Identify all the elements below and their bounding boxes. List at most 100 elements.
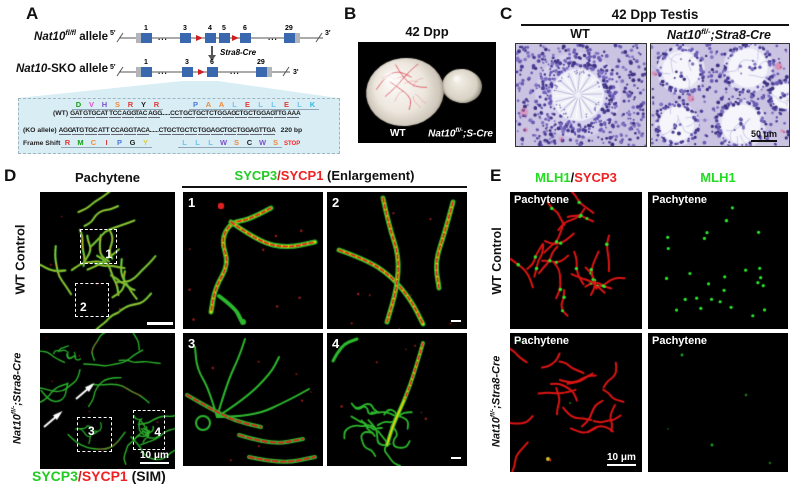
roi-number: 3 [88,424,95,438]
allele2-gene-name: Nat10 [15,63,48,75]
codon: TGG [197,127,211,135]
loxp-icon [232,35,239,41]
genotype-sup: fl/- [701,27,711,36]
codon: GAT [70,110,83,118]
ko-dna-row: (KO allele) AGGATGTGCATTCCAGGTACA......C… [23,127,302,135]
codon: CCT [170,110,183,118]
exon-number: 6 [210,59,214,66]
codon: TCC [109,110,122,118]
panel-c-col1-header: WT [570,27,590,41]
roi-number: 1 [105,247,112,261]
amino-acid: Y [137,100,150,110]
stop-codon: STOP [284,141,301,147]
enlargement-header-underline [182,186,467,188]
stage-label: Pachytene [514,335,570,347]
amino-acid: Y [139,138,152,148]
panel-e-col2-header: MLH1 [700,170,736,185]
exon-number: 3 [183,25,187,32]
codon: TGG [236,127,250,135]
panel-e-col1-header: MLH1/SYCP3 [510,170,642,185]
codon: CCA [110,127,124,135]
scale-bar-10um: 10 μm [607,452,636,466]
spread-ko: 3 4 10 μm [40,333,175,469]
panel-e-row1-label: WT Control [490,227,504,295]
allele1-gene-name: Nat10 [34,30,66,43]
amino-acid: R [124,100,137,110]
mlh1-ko-image [648,333,788,472]
amino-acid: S [230,138,243,148]
genotype-sup: fl/- [455,126,463,134]
slash: / [77,468,82,484]
five-prime-label: 5' [110,30,116,37]
gene-diagram: 5' 1 ... 3 4 5 6 ... 29 3' Stra8-Cre 5' … [110,25,331,77]
amino-acid: P [189,100,202,110]
enlargement-2: 2 [327,192,467,329]
amino-acid: G [126,138,139,148]
exon-number: 29 [285,25,293,32]
three-prime-label: 3' [293,69,299,76]
amino-acid: L [191,138,204,148]
genotype-sup: fl/- [489,408,497,418]
codon: TGC [84,127,98,135]
frameshift-amino-acids: R M C I P G Y L L L W S C W S STOP [61,138,300,148]
sycp1-label: SYCP1 [280,168,324,183]
cre-label: Stra8-Cre [220,48,257,57]
genotype-name: Nat10 [667,28,702,43]
exon-number: 5 [222,25,226,32]
amino-acid: H [98,100,111,110]
panel-d-row1-label: WT Control [12,224,28,295]
codon: AGG [148,110,163,118]
codon: GGT [123,127,137,135]
codon: AGT [249,127,263,135]
amino-acid: W [256,138,269,148]
allele1-label: Nat10fl/fl allele [16,29,108,43]
gap-dots: ... [158,67,168,76]
mlh1-ko: Pachytene [648,333,788,472]
exon-number: 6 [243,25,247,32]
amino-acid: L [254,100,267,110]
genotype-tail: ;Stra8-Cre [710,28,771,43]
enlargement-number: 1 [188,195,196,210]
mlh1-label: MLH1 [535,170,571,185]
genotype-tail: ;S-Cre [462,128,493,139]
roi-box-1: 1 [80,229,117,264]
slash: / [277,168,281,183]
genotype-sup: fl/- [10,405,18,415]
roi-box-2: 2 [75,283,109,317]
panel-c-label: C [500,4,513,23]
panel-c-title: 42 Dpp Testis [611,7,699,22]
allele1-tail: allele [76,30,108,43]
mlh1-wt-image [648,192,788,329]
amino-acid: S [269,138,282,148]
roi-box-3: 3 [77,417,112,452]
amino-acid: I [100,138,113,148]
spread-wt: 1 2 [40,192,175,329]
amino-acid: L [267,100,280,110]
enlargement-label: (Enlargement) [323,168,415,183]
amino-acid: L [293,100,306,110]
codon: TAC [135,110,148,118]
codon: GTG [83,110,97,118]
panel-b-title: 42 Dpp [405,24,449,39]
stage-label: Pachytene [652,194,708,206]
amino-acid: P [113,138,126,148]
codon: GCT [183,110,196,118]
wt-prefix: (WT) [53,110,69,117]
codon: ACA [136,127,150,135]
slash: / [570,170,575,185]
mlh1-sycp3-ko-image [510,333,642,472]
photo-wt-label: WT [390,128,406,139]
break-slash-icon [315,32,323,43]
amino-acid: L [178,138,191,148]
amplicon-size: 220 bp [280,127,303,134]
stage-label: Pachytene [514,194,570,206]
roi-box-4: 4 [133,410,165,450]
testis-photo: WT Nat10fl/-;S-Cre [358,42,496,143]
exon-number: 3 [185,59,189,66]
histology-ko-image [651,44,789,146]
sycp3-label: SYCP3 [234,168,278,183]
panel-c-col2-header: Nat10fl/-;Stra8-Cre [650,27,788,42]
allele2-label: Nat10-SKO allele [4,63,108,75]
